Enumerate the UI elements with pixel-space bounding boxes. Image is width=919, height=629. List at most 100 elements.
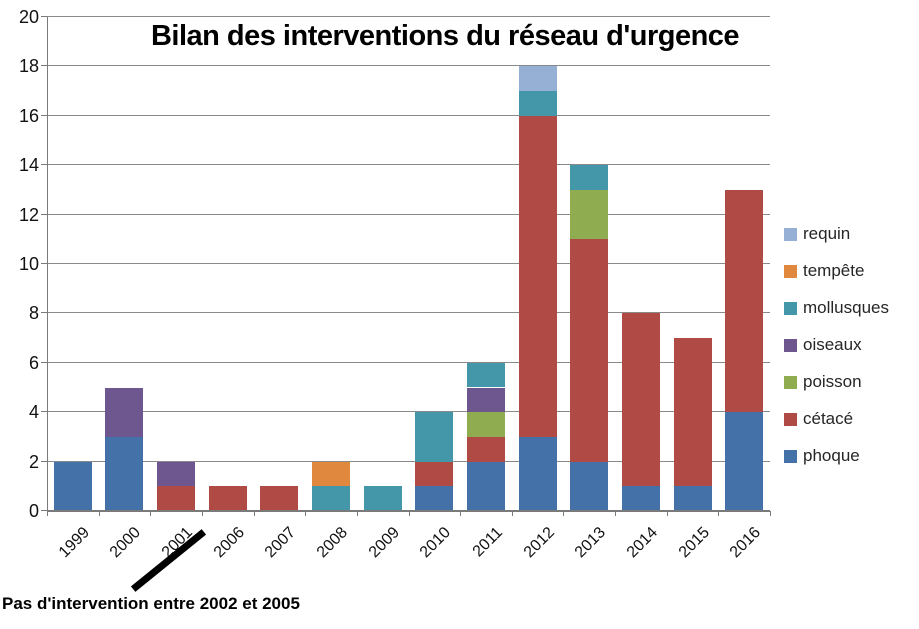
legend-item-requin: requin [784, 224, 889, 243]
gridline [47, 263, 770, 264]
bar-segment-phoque-2012 [518, 436, 557, 511]
bar-segment-poisson-2013 [570, 189, 609, 240]
legend-swatch-mollusques [784, 301, 797, 315]
bar-segment-cétacé-2016 [725, 189, 764, 413]
bar-segment-mollusques-2013 [570, 165, 609, 190]
x-axis-tick [511, 511, 513, 516]
x-axis-tick [98, 511, 100, 516]
bar-segment-phoque-2010 [415, 486, 454, 511]
x-axis-label: 2011 [469, 524, 506, 561]
y-axis-tick-label: 2 [28, 451, 39, 472]
x-axis-tick [201, 511, 203, 516]
y-axis-tick-label: 8 [28, 303, 39, 324]
x-axis-tick [460, 511, 462, 516]
y-axis-tick [41, 312, 47, 314]
bar-segment-poisson-2011 [466, 412, 505, 437]
x-axis-label: 2000 [107, 524, 145, 562]
bar-segment-cétacé-2010 [415, 461, 454, 487]
legend-label: tempête [803, 261, 865, 280]
bar-segment-mollusques-2011 [466, 362, 505, 388]
x-axis-label: 2009 [365, 524, 403, 562]
legend-label: poisson [803, 372, 862, 391]
x-axis-tick [770, 511, 771, 516]
x-axis-tick [47, 511, 48, 516]
bar-segment-phoque-2015 [673, 486, 712, 511]
x-axis-tick [666, 511, 668, 516]
x-axis-label: 2008 [313, 524, 352, 562]
x-axis-tick [563, 511, 565, 516]
bar-segment-cétacé-2007 [260, 486, 299, 511]
legend-item-cétacé: cétacé [784, 409, 889, 428]
legend-label: oiseaux [803, 335, 862, 354]
gridline [47, 361, 770, 363]
gridline [47, 411, 770, 413]
x-axis [47, 510, 770, 512]
bar-segment-requin-2012 [518, 66, 557, 92]
y-axis [47, 17, 48, 511]
bar-segment-phoque-2014 [621, 486, 660, 511]
gridline [47, 164, 770, 166]
x-axis-tick [356, 511, 358, 516]
bar-segment-phoque-2016 [725, 412, 764, 511]
gridline [47, 460, 770, 462]
bar-segment-oiseaux-2000 [105, 387, 144, 437]
x-axis-label: 2013 [572, 524, 610, 562]
gridline [47, 213, 770, 215]
bar-segment-tempête-2008 [312, 461, 351, 487]
x-axis-tick [150, 511, 152, 516]
legend-swatch-cétacé [784, 412, 797, 426]
legend-label: mollusques [803, 298, 889, 317]
x-axis-tick [408, 511, 410, 516]
y-axis-tick [41, 65, 47, 67]
legend-label: phoque [803, 446, 860, 465]
y-axis-tick-label: 16 [18, 105, 39, 126]
x-axis-label: 2007 [262, 524, 300, 562]
y-axis-tick [41, 510, 47, 511]
bar-segment-mollusques-2009 [363, 486, 402, 511]
gridline [47, 16, 770, 17]
y-axis-tick-label: 14 [18, 155, 39, 176]
legend-swatch-phoque [784, 449, 797, 463]
x-axis-tick [615, 511, 617, 516]
legend-item-tempête: tempête [784, 261, 889, 280]
footnote: Pas d'intervention entre 2002 et 2005 [2, 594, 300, 613]
legend-swatch-poisson [784, 375, 797, 389]
bar-segment-cétacé-2006 [208, 486, 247, 511]
y-axis-tick [41, 114, 47, 116]
x-axis-label: 2016 [727, 524, 765, 562]
y-axis-tick-label: 10 [18, 254, 39, 274]
y-axis-tick-label: 4 [28, 402, 39, 423]
y-axis-tick [41, 411, 47, 413]
bar-segment-oiseaux-2001 [157, 461, 196, 487]
bar-segment-cétacé-2013 [570, 239, 609, 462]
y-axis-tick [41, 263, 47, 264]
gridline [47, 312, 770, 314]
x-axis-label: 1999 [55, 524, 93, 562]
x-axis-tick [718, 511, 720, 516]
bar-segment-phoque-2013 [570, 461, 609, 511]
bar-segment-cétacé-2001 [157, 486, 196, 511]
y-axis-tick-label: 12 [18, 204, 39, 225]
legend-swatch-tempête [784, 264, 797, 278]
legend-item-phoque: phoque [784, 446, 889, 465]
x-axis-label: 2014 [623, 524, 661, 562]
y-axis-tick [41, 16, 47, 17]
legend-item-oiseaux: oiseaux [784, 335, 889, 354]
legend-swatch-requin [784, 227, 797, 241]
y-axis-tick-label: 6 [28, 352, 39, 373]
bar-segment-cétacé-2011 [466, 436, 505, 462]
page-title: Bilan des interventions du réseau d'urge… [150, 20, 740, 52]
bar-segment-oiseaux-2011 [466, 387, 505, 413]
bar-segment-phoque-1999 [53, 461, 92, 511]
legend-label: requin [803, 224, 851, 243]
y-axis-tick-label: 20 [18, 7, 39, 27]
x-axis-label: 2010 [417, 524, 455, 562]
x-axis-tick [305, 511, 307, 516]
y-axis-tick [41, 213, 47, 215]
y-axis-tick-label: 0 [28, 501, 39, 521]
y-axis-tick [41, 460, 47, 462]
gridline [47, 65, 770, 67]
y-axis-tick-label: 18 [18, 56, 39, 77]
bar-segment-phoque-2011 [466, 461, 505, 511]
